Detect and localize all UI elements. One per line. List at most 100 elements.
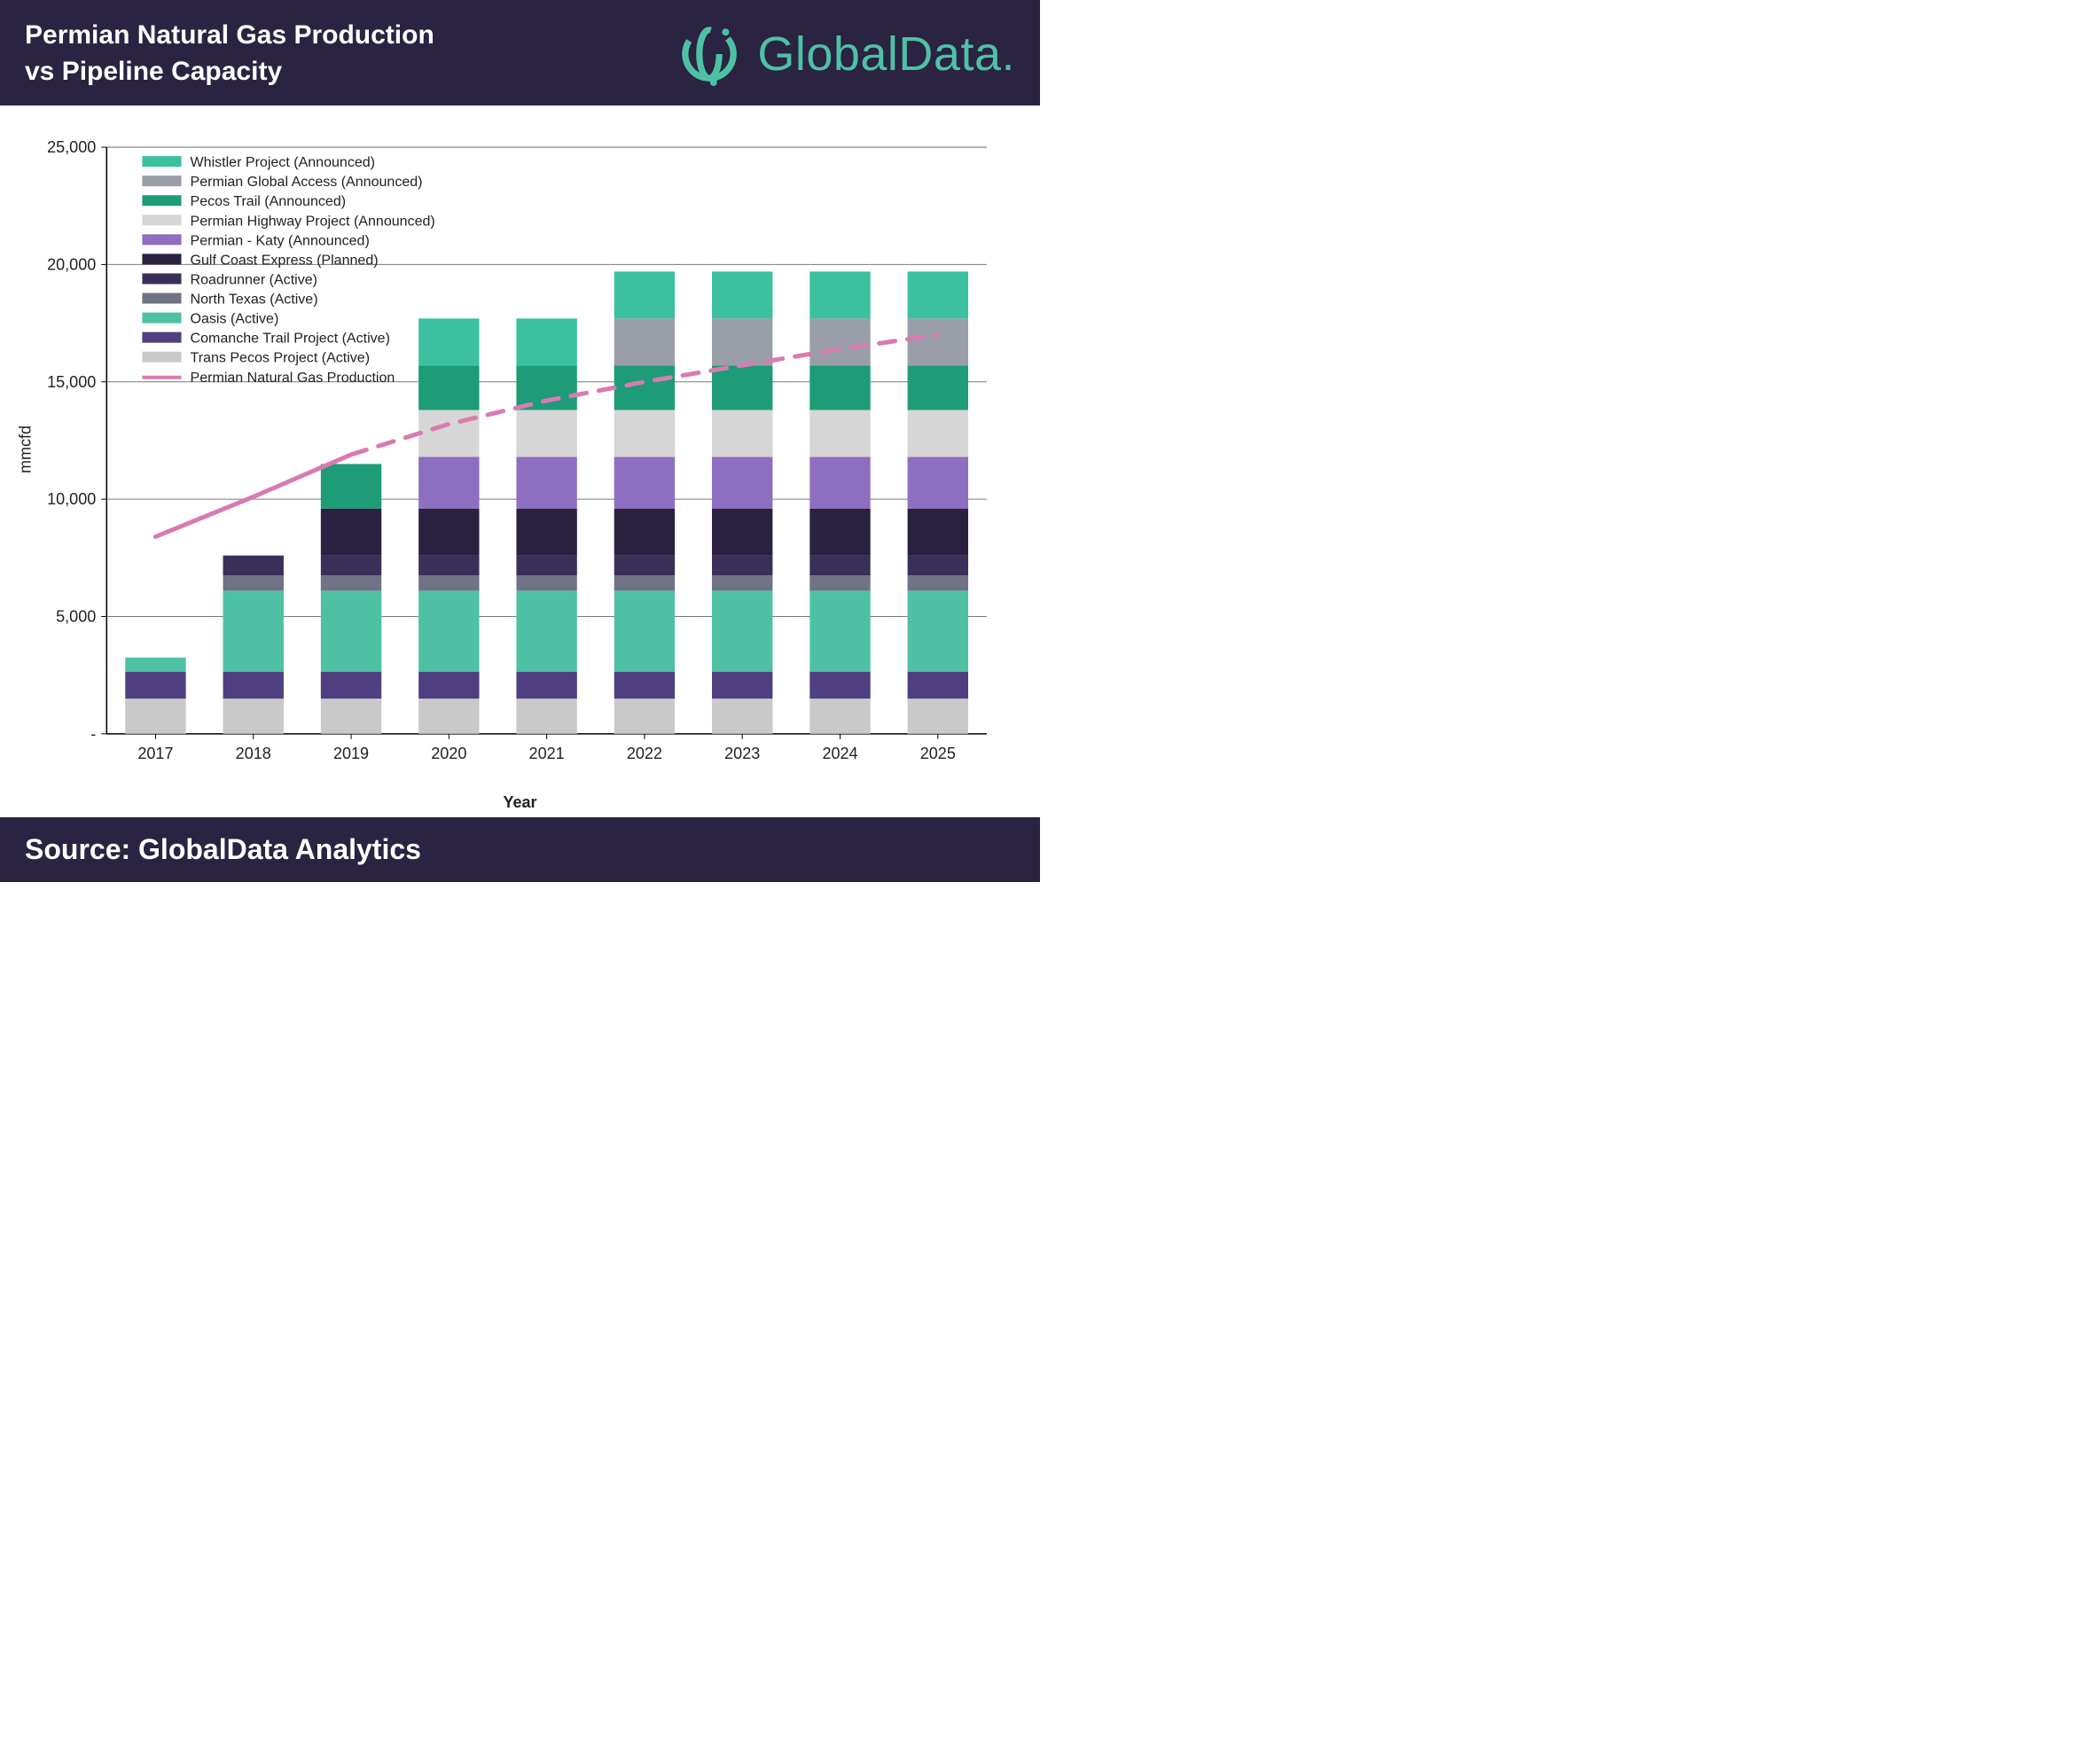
bar-segment [712, 457, 772, 508]
legend-swatch [142, 293, 181, 304]
bar-segment [418, 699, 479, 734]
bar-segment [125, 672, 185, 699]
x-tick-label: 2023 [724, 745, 760, 762]
bar-segment [908, 590, 968, 671]
legend-label: Permian Natural Gas Production [191, 370, 395, 386]
bar-segment [223, 575, 284, 590]
bar-segment [712, 410, 772, 457]
bar-segment [614, 556, 675, 576]
bar-segment [223, 699, 284, 734]
header-bar: Permian Natural Gas Production vs Pipeli… [0, 0, 1040, 105]
bar-segment [614, 509, 675, 556]
legend-swatch [142, 273, 181, 284]
bar-segment [712, 590, 772, 671]
bar-segment [516, 672, 576, 699]
bar-segment [516, 318, 576, 365]
y-tick-label: 25,000 [47, 138, 96, 156]
bar-segment [809, 365, 870, 410]
chart-plot-area: mmcfd -5,00010,00015,00020,00025,0002017… [0, 105, 1040, 793]
legend-label: Gulf Coast Express (Planned) [191, 252, 379, 268]
legend-label: Comanche Trail Project (Active) [191, 331, 390, 347]
x-tick-label: 2024 [822, 745, 857, 762]
bar-segment [614, 672, 675, 699]
chart-title: Permian Natural Gas Production vs Pipeli… [25, 18, 434, 90]
x-tick-label: 2025 [920, 745, 956, 762]
x-tick-label: 2022 [627, 745, 662, 762]
bar-segment [321, 699, 381, 734]
bar-segment [614, 457, 675, 508]
bar-segment [809, 271, 870, 318]
bar-segment [712, 509, 772, 556]
bar-segment [712, 672, 772, 699]
x-tick-label: 2017 [137, 745, 173, 762]
bar-segment [516, 575, 576, 590]
bar-segment [418, 365, 479, 410]
bar-segment [908, 556, 968, 576]
legend-label: Whistler Project (Announced) [191, 154, 376, 170]
bar-segment [809, 699, 870, 734]
bar-segment [908, 318, 968, 365]
source-text: Source: GlobalData Analytics [25, 833, 1015, 866]
legend-swatch [142, 156, 181, 167]
legend-swatch [142, 332, 181, 343]
legend-label: Permian - Katy (Announced) [191, 232, 370, 248]
legend-swatch [142, 254, 181, 264]
legend-label: Permian Highway Project (Announced) [191, 213, 435, 229]
x-tick-label: 2018 [236, 745, 271, 762]
bar-segment [516, 590, 576, 671]
y-tick-label: - [90, 725, 96, 743]
legend-swatch [142, 234, 181, 245]
bar-segment [908, 699, 968, 734]
x-tick-label: 2020 [431, 745, 466, 762]
legend-swatch [142, 215, 181, 225]
legend-swatch [142, 313, 181, 324]
bar-segment [418, 509, 479, 556]
bar-segment [614, 318, 675, 365]
bar-segment [321, 590, 381, 671]
bar-segment [809, 590, 870, 671]
bar-segment [712, 365, 772, 410]
bar-segment [223, 556, 284, 576]
legend-label: Trans Pecos Project (Active) [191, 350, 371, 366]
bar-segment [809, 457, 870, 508]
bar-segment [516, 509, 576, 556]
bar-segment [516, 699, 576, 734]
bar-segment [614, 575, 675, 590]
legend-label: Permian Global Access (Announced) [191, 174, 423, 190]
bar-segment [516, 457, 576, 508]
bar-segment [908, 457, 968, 508]
bar-segment [516, 556, 576, 576]
bar-segment [908, 410, 968, 457]
bar-segment [908, 271, 968, 318]
brand-logo: GlobalData. [674, 19, 1015, 90]
bar-segment [418, 318, 479, 365]
chart-container: Permian Natural Gas Production vs Pipeli… [0, 0, 1040, 882]
bar-segment [908, 509, 968, 556]
bar-segment [223, 672, 284, 699]
bar-segment [321, 556, 381, 576]
bar-segment [321, 672, 381, 699]
bar-segment [418, 457, 479, 508]
title-line-2: vs Pipeline Capacity [25, 54, 434, 90]
bar-segment [321, 509, 381, 556]
bar-segment [516, 365, 576, 410]
bar-segment [614, 699, 675, 734]
x-axis-label: Year [0, 793, 1040, 817]
bar-segment [809, 672, 870, 699]
legend-swatch [142, 195, 181, 206]
bar-segment [712, 575, 772, 590]
bar-segment [125, 658, 185, 672]
bar-segment [809, 575, 870, 590]
bar-segment [809, 509, 870, 556]
legend-label: Roadrunner (Active) [191, 271, 317, 287]
legend-swatch [142, 176, 181, 186]
y-tick-label: 5,000 [56, 607, 96, 625]
legend-swatch [142, 352, 181, 363]
y-tick-label: 20,000 [47, 255, 96, 273]
bar-segment [321, 575, 381, 590]
bar-segment [908, 672, 968, 699]
bar-segment [908, 365, 968, 410]
bar-segment [418, 575, 479, 590]
y-tick-label: 15,000 [47, 373, 96, 391]
legend-label: Oasis (Active) [191, 311, 279, 327]
